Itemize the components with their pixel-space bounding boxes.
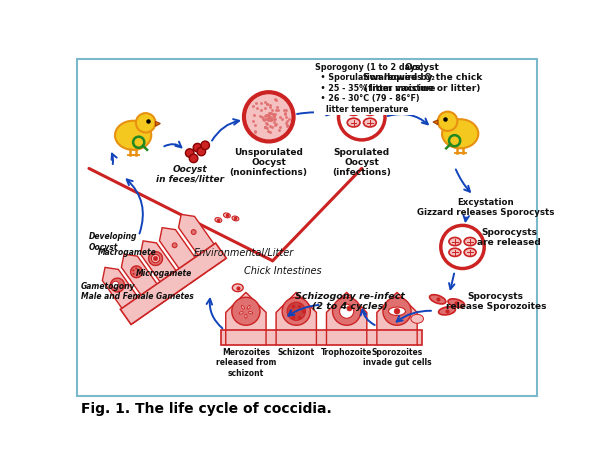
Text: Macrogamete: Macrogamete xyxy=(98,248,157,257)
Ellipse shape xyxy=(449,248,461,256)
Circle shape xyxy=(136,268,137,269)
Circle shape xyxy=(201,141,209,149)
Circle shape xyxy=(112,281,119,288)
Text: Chick Intestines: Chick Intestines xyxy=(244,266,322,276)
Circle shape xyxy=(154,256,158,261)
Bar xyxy=(221,330,422,345)
Text: Sporogony (1 to 2 days)
  • Sporulation requires O₂
  • 25 - 35% litter moisture: Sporogony (1 to 2 days) • Sporulation re… xyxy=(315,63,436,114)
Circle shape xyxy=(340,304,353,318)
Circle shape xyxy=(131,266,142,278)
Ellipse shape xyxy=(241,306,244,309)
Circle shape xyxy=(133,270,134,271)
Text: Schizogony re-infect
(2 to 4 cycles): Schizogony re-infect (2 to 4 cycles) xyxy=(295,292,405,311)
Polygon shape xyxy=(326,292,367,345)
Ellipse shape xyxy=(464,237,476,245)
Polygon shape xyxy=(155,122,160,126)
Ellipse shape xyxy=(454,129,475,142)
Ellipse shape xyxy=(442,119,478,149)
Polygon shape xyxy=(377,292,417,345)
Ellipse shape xyxy=(245,314,247,318)
Ellipse shape xyxy=(364,106,376,115)
Text: Environmental/Litter: Environmental/Litter xyxy=(194,248,294,258)
Circle shape xyxy=(172,243,177,248)
Ellipse shape xyxy=(247,306,250,309)
Polygon shape xyxy=(276,292,316,345)
Circle shape xyxy=(193,143,202,152)
Circle shape xyxy=(287,302,305,320)
Text: Fig. 1. The life cycle of coccidia.: Fig. 1. The life cycle of coccidia. xyxy=(81,402,332,416)
Circle shape xyxy=(133,273,134,275)
Text: Merozoites
released from
schizont: Merozoites released from schizont xyxy=(216,348,276,377)
Ellipse shape xyxy=(232,284,243,292)
Circle shape xyxy=(149,252,163,265)
Circle shape xyxy=(438,112,457,131)
Circle shape xyxy=(136,113,155,132)
Ellipse shape xyxy=(439,307,455,315)
Polygon shape xyxy=(160,228,206,284)
Circle shape xyxy=(282,297,310,325)
Ellipse shape xyxy=(449,237,461,245)
Ellipse shape xyxy=(119,131,139,144)
Circle shape xyxy=(139,272,140,274)
Ellipse shape xyxy=(364,118,376,127)
Text: Sporocysts
are released: Sporocysts are released xyxy=(477,228,541,247)
Polygon shape xyxy=(433,120,438,125)
Polygon shape xyxy=(121,254,167,310)
Ellipse shape xyxy=(239,312,243,314)
Circle shape xyxy=(151,254,160,263)
Ellipse shape xyxy=(232,216,239,221)
Circle shape xyxy=(190,154,198,163)
Text: Microgamete: Microgamete xyxy=(136,269,192,278)
Polygon shape xyxy=(140,241,187,297)
Bar xyxy=(121,243,226,324)
Circle shape xyxy=(338,94,385,140)
Text: Oocyst
Swallowed by the chick
(from vaccine or litter): Oocyst Swallowed by the chick (from vacc… xyxy=(362,63,482,93)
Ellipse shape xyxy=(389,307,406,315)
Polygon shape xyxy=(103,267,149,324)
Text: Gametogony
Male and Female Gametes: Gametogony Male and Female Gametes xyxy=(81,281,194,301)
Ellipse shape xyxy=(223,213,230,218)
Ellipse shape xyxy=(448,299,464,307)
Circle shape xyxy=(244,92,293,141)
Ellipse shape xyxy=(347,106,360,115)
Circle shape xyxy=(185,149,194,157)
Circle shape xyxy=(347,306,352,311)
Text: Sporozoites
invade gut cells: Sporozoites invade gut cells xyxy=(362,348,431,367)
Text: Oocyst
in feces/litter: Oocyst in feces/litter xyxy=(155,165,224,184)
Text: Developing
Oocyst: Developing Oocyst xyxy=(89,232,137,252)
Circle shape xyxy=(191,229,196,235)
Circle shape xyxy=(139,269,140,271)
Circle shape xyxy=(136,274,137,276)
Text: Schizont: Schizont xyxy=(278,348,315,357)
Circle shape xyxy=(110,278,124,292)
Ellipse shape xyxy=(411,314,424,324)
Ellipse shape xyxy=(430,295,446,304)
Text: Sporocysts
release Sporozoites: Sporocysts release Sporozoites xyxy=(446,292,546,311)
Text: Trophozoite: Trophozoite xyxy=(321,348,373,357)
Circle shape xyxy=(197,147,206,156)
Ellipse shape xyxy=(115,121,151,150)
Text: Unsporulated
Oocyst
(noninfections): Unsporulated Oocyst (noninfections) xyxy=(230,148,308,177)
Text: Sporulated
Oocyst
(infections): Sporulated Oocyst (infections) xyxy=(332,148,391,177)
Circle shape xyxy=(232,297,260,325)
Ellipse shape xyxy=(215,218,222,222)
Text: Excystation
Gizzard releases Sporocysts: Excystation Gizzard releases Sporocysts xyxy=(417,198,554,217)
Ellipse shape xyxy=(464,248,476,256)
Circle shape xyxy=(383,297,411,325)
Circle shape xyxy=(332,297,361,325)
Polygon shape xyxy=(226,292,266,345)
Ellipse shape xyxy=(248,312,253,314)
Circle shape xyxy=(394,308,400,314)
Polygon shape xyxy=(179,214,225,271)
Ellipse shape xyxy=(347,118,360,127)
Circle shape xyxy=(441,226,484,269)
